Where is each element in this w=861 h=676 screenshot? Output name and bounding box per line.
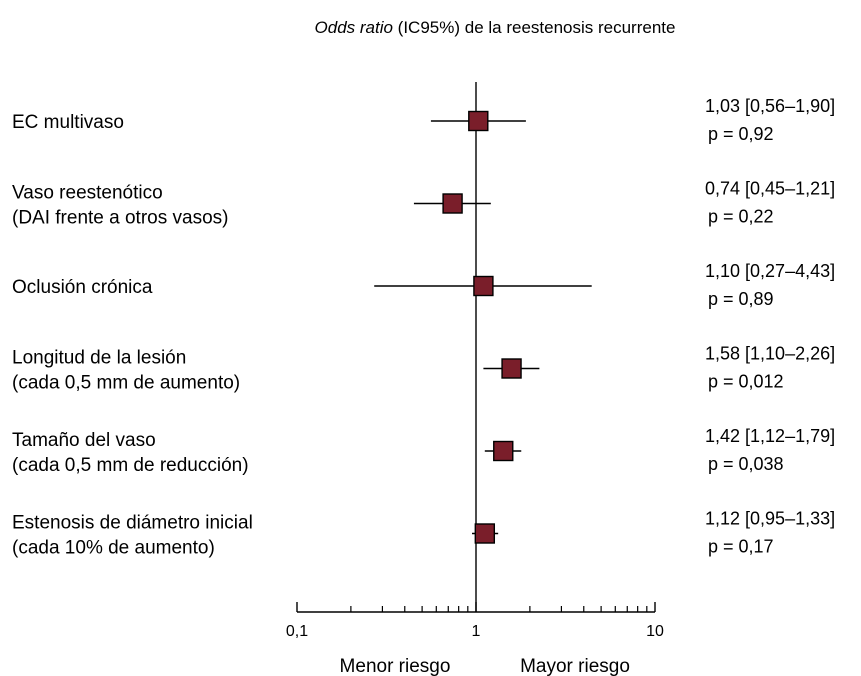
forest-rows: EC multivaso 1,03 [0,56–1,90] p = 0,92 Vaso… [12, 96, 835, 559]
row-label-sub: (cada 0,5 mm de aumento) [12, 373, 240, 394]
chart-title-italic: Odds ratio [315, 18, 393, 37]
row-label-sub: (cada 0,5 mm de reducción) [12, 455, 249, 476]
lower-risk-label: Menor riesgo [340, 656, 451, 676]
or-marker [473, 275, 494, 297]
or-marker [468, 110, 489, 132]
or-marker [474, 523, 496, 544]
x-axis: 0,1 1 10 [286, 602, 664, 640]
x-tick-label: 10 [646, 623, 664, 640]
or-marker [442, 193, 463, 214]
ci-text: 1,12 [0,95–1,33] [705, 509, 835, 529]
x-tick-label: 0,1 [286, 623, 308, 640]
row-label-sub: (cada 10% de aumento) [12, 538, 215, 559]
ci-text: 1,58 [1,10–2,26] [705, 344, 835, 364]
forest-row: EC multivaso 1,03 [0,56–1,90] p = 0,92 [12, 96, 835, 144]
p-value-text: p = 0,92 [708, 124, 774, 144]
p-value-text: p = 0,89 [708, 289, 774, 309]
chart-title: Odds ratio (IC95%) de la reestenosis rec… [315, 18, 676, 37]
row-label: EC multivaso [12, 112, 124, 133]
ci-text: 0,74 [0,45–1,21] [705, 179, 835, 199]
higher-risk-label: Mayor riesgo [520, 656, 630, 676]
chart-title-rest: (IC95%) de la reestenosis recurrente [393, 18, 676, 37]
p-value-text: p = 0,012 [708, 372, 784, 392]
ci-text: 1,10 [0,27–4,43] [705, 261, 835, 281]
or-marker [493, 440, 514, 462]
row-label: Estenosis de diámetro inicial [12, 513, 253, 534]
row-label-sub: (DAI frente a otros vasos) [12, 208, 228, 229]
p-value-text: p = 0,17 [708, 537, 774, 557]
forest-row: Oclusión crónica 1,10 [0,27–4,43] p = 0,89 [12, 261, 835, 309]
row-label: Longitud de la lesión [12, 348, 186, 369]
x-tick-label: 1 [472, 623, 481, 640]
p-value-text: p = 0,22 [708, 207, 774, 227]
forest-row: Longitud de la lesión (cada 0,5 mm de aum… [12, 344, 835, 394]
row-label: Tamaño del vaso [12, 430, 156, 451]
or-marker [501, 358, 522, 379]
forest-row: Vaso reestenótico (DAI frente a otros vas… [12, 179, 835, 229]
ci-text: 1,42 [1,12–1,79] [705, 426, 835, 446]
forest-row: Tamaño del vaso (cada 0,5 mm de reducción… [12, 426, 835, 476]
row-label: Oclusión crónica [12, 277, 153, 298]
forest-row: Estenosis de diámetro inicial (cada 10% d… [12, 509, 835, 559]
row-label: Vaso reestenótico [12, 183, 163, 204]
p-value-text: p = 0,038 [708, 454, 784, 474]
ci-text: 1,03 [0,56–1,90] [705, 96, 835, 116]
